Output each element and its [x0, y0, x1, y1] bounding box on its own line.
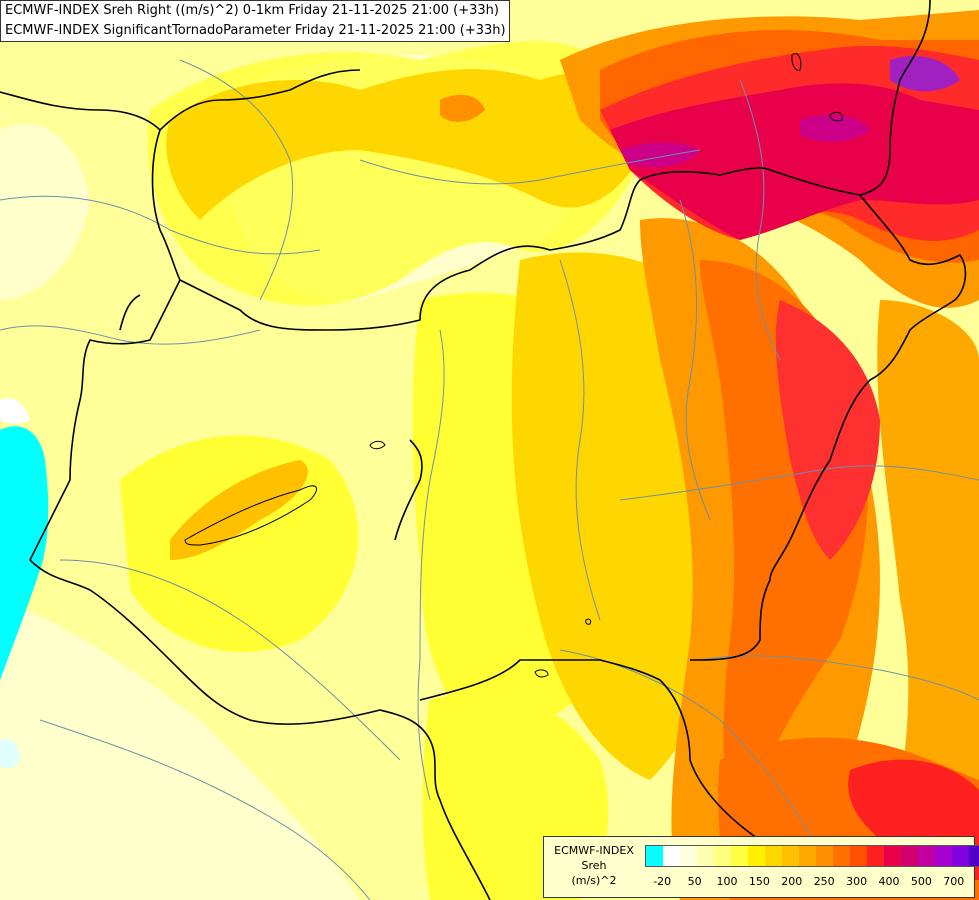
magenta-spot-2 — [800, 114, 870, 142]
legend-swatch — [697, 846, 714, 866]
legend-swatch — [663, 846, 680, 866]
legend-swatch — [850, 846, 867, 866]
legend-swatch — [816, 846, 833, 866]
legend-tick-label: 50 — [687, 875, 702, 888]
rivers — [0, 59, 979, 900]
legend-variable: Sreh — [581, 859, 607, 872]
legend-tick-label: 200 — [781, 875, 803, 888]
gold-streak-west — [170, 460, 308, 560]
title-line-2: ECMWF-INDEX SignificantTornadoParameter … — [5, 23, 506, 38]
legend-swatch — [918, 846, 935, 866]
legend-model: ECMWF-INDEX — [554, 844, 634, 857]
orange-region-far-east — [877, 300, 979, 900]
legend-tick-label: -20 — [653, 875, 672, 888]
legend-swatch — [833, 846, 850, 866]
legend-swatch — [765, 846, 782, 866]
legend-swatch — [935, 846, 952, 866]
legend-tick-label: 250 — [813, 875, 835, 888]
legend-swatch — [884, 846, 901, 866]
map-title-box: ECMWF-INDEX Sreh Right ((m/s)^2) 0-1km F… — [0, 0, 510, 42]
stp-contours — [184, 53, 843, 678]
legend-swatch — [952, 846, 969, 866]
legend-tick-label: 700 — [943, 875, 965, 888]
cyan-region-west — [0, 426, 49, 680]
legend-swatch — [799, 846, 816, 866]
legend-label: ECMWF-INDEX Sreh (m/s)^2 — [544, 843, 644, 888]
legend-swatch — [731, 846, 748, 866]
white-patch-west — [0, 398, 30, 424]
legend-tick-label: 400 — [878, 875, 900, 888]
pale-region-southwest — [0, 600, 360, 900]
legend-tick-label: 300 — [846, 875, 868, 888]
legend-tick-label: 100 — [716, 875, 738, 888]
purple-spot-northeast — [890, 56, 960, 92]
legend-swatch — [714, 846, 731, 866]
legend-tick-label: 150 — [748, 875, 770, 888]
legend-ticks: -20 50 100 150 200 250 300 400 500 700 — [645, 875, 969, 891]
orange-blob-north — [440, 94, 485, 122]
color-legend: ECMWF-INDEX Sreh (m/s)^2 -20 50 100 150 200 2… — [543, 836, 979, 898]
pale-region-west — [0, 123, 90, 300]
gold-region-north — [166, 69, 650, 220]
legend-swatch — [901, 846, 918, 866]
white-patch-southwest — [0, 738, 20, 769]
legend-swatch — [646, 846, 663, 866]
legend-swatch — [680, 846, 697, 866]
title-line-1: ECMWF-INDEX Sreh Right ((m/s)^2) 0-1km F… — [5, 3, 499, 18]
legend-swatch — [782, 846, 799, 866]
legend-swatch — [867, 846, 884, 866]
legend-tick-label: 500 — [910, 875, 932, 888]
legend-swatches — [645, 845, 979, 867]
legend-swatch — [969, 846, 979, 866]
red-band-east — [775, 300, 880, 560]
crimson-region-northeast — [610, 83, 979, 240]
legend-unit: (m/s)^2 — [571, 874, 617, 887]
legend-swatch — [748, 846, 765, 866]
